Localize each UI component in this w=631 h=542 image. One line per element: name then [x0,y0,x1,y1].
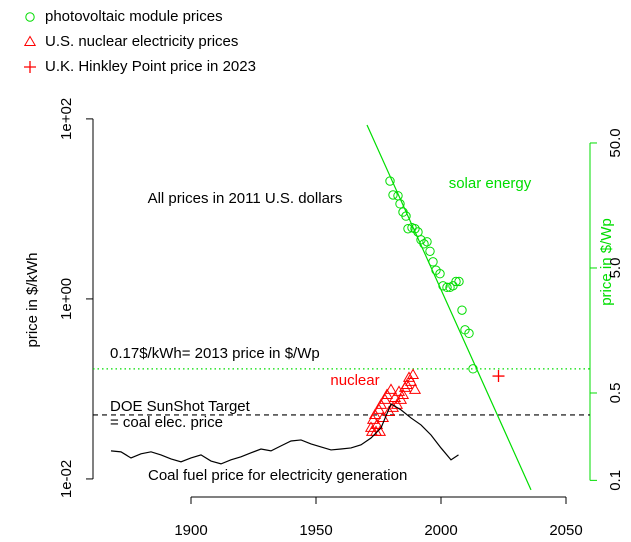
annotation: DOE SunShot Target [110,398,251,415]
data-point [388,391,402,402]
data-point [406,368,420,379]
data-point [454,276,464,287]
annotation: 0.17$/kWh= 2013 price in $/Wp [110,345,320,362]
data-point [380,388,394,399]
data-point [492,370,505,383]
data-point [425,246,435,256]
x-tick-label: 2000 [424,522,457,539]
y2-tick-label: 0.5 [607,383,624,404]
data-point [404,375,418,386]
legend-label: U.S. nuclear electricity prices [45,33,238,50]
y2-tick-label: 5.0 [607,258,624,279]
legend-label: U.K. Hinkley Point price in 2023 [45,58,256,75]
y-tick-label: 1e+02 [58,98,75,140]
data-point [388,190,398,200]
data-point [400,378,414,389]
y-tick-label: 1e+00 [58,278,75,320]
y2-axis-label: price in $/Wp [598,218,615,306]
x-tick-label: 1950 [299,522,332,539]
x-tick-label: 2050 [549,522,582,539]
data-point [364,421,378,432]
data-point [390,398,404,409]
data-point [457,305,467,315]
data-point [384,383,398,394]
data-point [374,398,388,409]
x-tick-label: 1900 [174,522,207,539]
data-point [435,269,445,279]
y2-tick-label: 0.1 [607,470,624,491]
series-line [110,403,459,465]
y-axis-label: price in $/kWh [24,252,41,347]
annotation: All prices in 2011 U.S. dollars [148,190,343,207]
data-point [442,282,452,293]
annotation: = coal elec. price [110,414,223,431]
y-tick-label: 1e-02 [58,460,75,498]
annotation: Coal fuel price for electricity generati… [148,467,407,484]
legend-marker [24,61,36,73]
y2-tick-label: 50.0 [607,128,624,157]
data-point [451,276,461,287]
annotation: solar energy [449,175,532,192]
data-point [408,383,422,394]
legend-marker [25,12,35,22]
legend-label: photovoltaic module prices [45,8,223,25]
data-point [396,388,410,399]
data-point [368,408,382,419]
data-point [422,237,432,247]
annotation: nuclear [330,372,379,389]
data-point [403,224,413,234]
data-point [464,328,474,339]
series-line [366,124,532,491]
legend-marker [23,35,37,46]
